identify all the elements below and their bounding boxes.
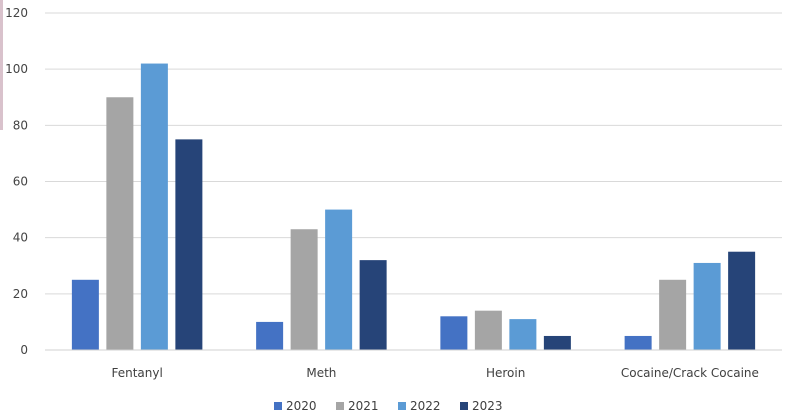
bar-fentanyl-2023: [175, 139, 203, 350]
category-label: Cocaine/Crack Cocaine: [621, 366, 759, 380]
bar-cocaine-crack-cocaine-2020: [624, 335, 652, 350]
legend-label-2023: 2023: [472, 399, 503, 413]
bar-heroin-2021: [474, 310, 502, 350]
y-tick-label: 40: [13, 231, 28, 245]
y-tick-label: 20: [13, 287, 28, 301]
y-tick-label: 0: [20, 343, 28, 357]
bars: [71, 63, 756, 351]
legend-label-2022: 2022: [410, 399, 441, 413]
bar-heroin-2023: [543, 335, 571, 350]
y-tick-label: 80: [13, 118, 28, 132]
bar-fentanyl-2022: [140, 63, 168, 351]
category-labels: Fentanyl Meth Heroin Cocaine/Crack Cocaine: [111, 366, 758, 380]
y-tick-label: 60: [13, 175, 28, 189]
bar-meth-2022: [325, 209, 353, 350]
category-label: Fentanyl: [111, 366, 162, 380]
legend: 2020 2021 2022 2023: [274, 399, 503, 413]
legend-label-2021: 2021: [348, 399, 379, 413]
category-label: Heroin: [486, 366, 525, 380]
bar-cocaine-crack-cocaine-2023: [728, 251, 756, 350]
category-label: Meth: [306, 366, 336, 380]
y-tick-label: 100: [5, 62, 28, 76]
bar-heroin-2020: [440, 316, 468, 350]
bar-heroin-2022: [509, 319, 537, 350]
legend-swatch-2022: [398, 402, 406, 410]
bar-cocaine-crack-cocaine-2022: [693, 262, 721, 350]
legend-swatch-2021: [336, 402, 344, 410]
legend-swatch-2020: [274, 402, 282, 410]
legend-swatch-2023: [460, 402, 468, 410]
legend-label-2020: 2020: [286, 399, 317, 413]
y-axis-ticks: 0 20 40 60 80 100 120: [5, 6, 28, 357]
y-tick-label: 120: [5, 6, 28, 20]
bar-meth-2023: [359, 260, 387, 350]
bar-meth-2021: [290, 229, 318, 350]
bar-fentanyl-2021: [106, 97, 134, 350]
bar-cocaine-crack-cocaine-2021: [659, 279, 687, 350]
bar-meth-2020: [256, 321, 284, 350]
bar-fentanyl-2020: [71, 279, 99, 350]
left-edge-accent: [0, 0, 3, 130]
